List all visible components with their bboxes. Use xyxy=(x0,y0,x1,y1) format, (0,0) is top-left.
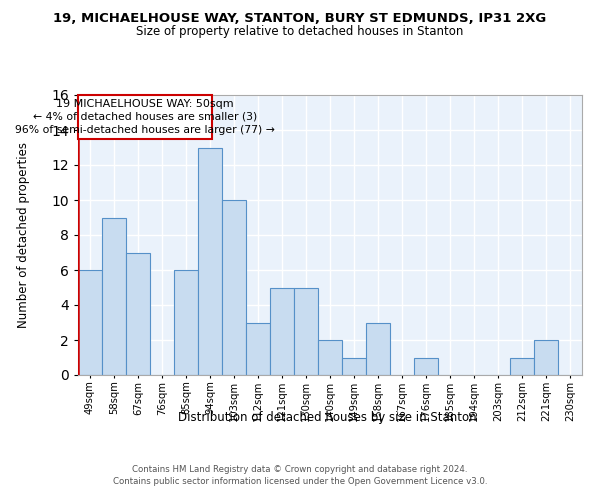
FancyBboxPatch shape xyxy=(78,95,212,138)
Bar xyxy=(534,340,558,375)
Bar xyxy=(246,322,270,375)
Bar xyxy=(222,200,246,375)
Bar xyxy=(342,358,366,375)
Bar xyxy=(198,148,222,375)
Bar xyxy=(318,340,342,375)
Bar xyxy=(510,358,534,375)
Text: Distribution of detached houses by size in Stanton: Distribution of detached houses by size … xyxy=(178,411,476,424)
Text: 19 MICHAELHOUSE WAY: 50sqm: 19 MICHAELHOUSE WAY: 50sqm xyxy=(56,99,234,109)
Text: Contains HM Land Registry data © Crown copyright and database right 2024.: Contains HM Land Registry data © Crown c… xyxy=(132,466,468,474)
Bar xyxy=(126,252,150,375)
Text: Contains public sector information licensed under the Open Government Licence v3: Contains public sector information licen… xyxy=(113,476,487,486)
Bar xyxy=(174,270,198,375)
Bar xyxy=(270,288,294,375)
Text: Size of property relative to detached houses in Stanton: Size of property relative to detached ho… xyxy=(136,25,464,38)
Bar xyxy=(366,322,390,375)
Bar xyxy=(102,218,126,375)
Bar xyxy=(294,288,318,375)
Bar xyxy=(78,270,102,375)
Text: 96% of semi-detached houses are larger (77) →: 96% of semi-detached houses are larger (… xyxy=(15,125,275,135)
Text: ← 4% of detached houses are smaller (3): ← 4% of detached houses are smaller (3) xyxy=(33,112,257,122)
Y-axis label: Number of detached properties: Number of detached properties xyxy=(17,142,30,328)
Bar xyxy=(414,358,438,375)
Text: 19, MICHAELHOUSE WAY, STANTON, BURY ST EDMUNDS, IP31 2XG: 19, MICHAELHOUSE WAY, STANTON, BURY ST E… xyxy=(53,12,547,26)
